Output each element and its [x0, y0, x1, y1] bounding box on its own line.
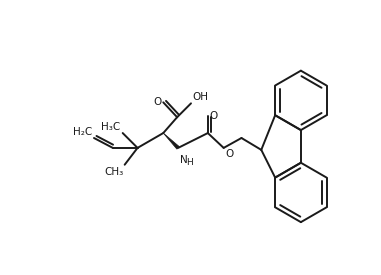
Text: H₂C: H₂C	[73, 127, 92, 137]
Text: H₃C: H₃C	[101, 122, 121, 132]
Text: O: O	[226, 149, 234, 159]
Text: O: O	[153, 97, 161, 107]
Text: N: N	[180, 155, 188, 165]
Text: H: H	[186, 158, 193, 167]
Polygon shape	[163, 133, 179, 149]
Text: OH: OH	[192, 92, 208, 102]
Text: CH₃: CH₃	[104, 167, 124, 177]
Text: O: O	[210, 111, 218, 121]
